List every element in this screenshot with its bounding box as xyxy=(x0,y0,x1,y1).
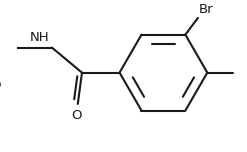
Text: O: O xyxy=(72,109,82,122)
Text: Br: Br xyxy=(199,3,213,16)
Text: NH: NH xyxy=(30,31,50,44)
